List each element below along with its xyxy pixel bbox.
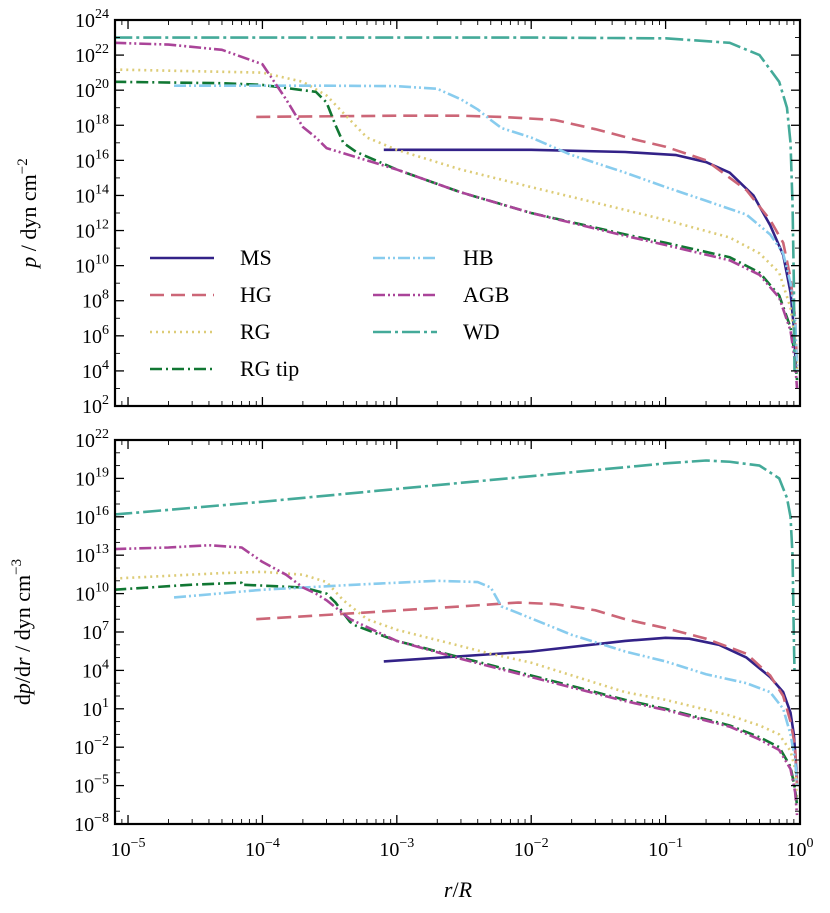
x-tick-label: 10−4 bbox=[245, 836, 280, 861]
plot-frame bbox=[113, 438, 802, 826]
legend-item: WD bbox=[373, 319, 500, 344]
series-rg-tip bbox=[115, 581, 799, 806]
legend-label: RG bbox=[240, 319, 271, 344]
legend-label: AGB bbox=[463, 282, 509, 307]
x-axis-label: r/R bbox=[444, 877, 473, 902]
y-axis-label: dp/dr / dyn cm−3 bbox=[9, 559, 35, 705]
legend-item: RG tip bbox=[150, 356, 299, 381]
y-tick-label: 1016 bbox=[75, 147, 109, 172]
x-tick-label: 10−2 bbox=[514, 836, 549, 861]
y-tick-label: 1010 bbox=[75, 581, 109, 606]
series-lines bbox=[115, 459, 799, 816]
series-agb bbox=[115, 543, 799, 816]
y-tick-label: 1012 bbox=[75, 218, 109, 243]
series-ms bbox=[383, 636, 799, 786]
y-tick-label: 1010 bbox=[75, 253, 109, 278]
series-hb bbox=[173, 579, 799, 786]
y-axis-label: p / dyn cm−2 bbox=[15, 158, 41, 269]
x-tick-label: 10−3 bbox=[379, 836, 414, 861]
series-hg bbox=[256, 114, 799, 366]
x-tick-label: 100 bbox=[787, 836, 814, 861]
legend-item: MS bbox=[150, 245, 272, 270]
y-tick-label: 104 bbox=[82, 657, 109, 682]
y-tick-label: 104 bbox=[82, 358, 109, 383]
y-tick-label: 10−8 bbox=[74, 811, 109, 836]
y-tick-label: 1024 bbox=[75, 7, 109, 32]
series-ms bbox=[383, 148, 798, 366]
y-tick-label: 101 bbox=[82, 696, 109, 721]
y-tick-label: 1020 bbox=[75, 77, 109, 102]
y-tick-label: 1014 bbox=[75, 182, 109, 207]
y-tick-label: 1019 bbox=[75, 465, 109, 490]
series-rg-tip bbox=[115, 80, 799, 381]
y-tick-label: 1018 bbox=[75, 112, 109, 137]
legend-label: HG bbox=[240, 282, 272, 307]
series-hg bbox=[256, 601, 799, 786]
legend: MS HG RG RG tip HB AGB WD bbox=[150, 245, 509, 381]
y-tick-label: 1022 bbox=[75, 42, 109, 67]
y-tick-label: 1016 bbox=[75, 504, 109, 529]
legend-label: HB bbox=[463, 245, 494, 270]
tick-marks bbox=[114, 439, 801, 825]
series-wd bbox=[115, 459, 796, 671]
y-tick-label: 106 bbox=[82, 323, 109, 348]
legend-item: AGB bbox=[373, 282, 509, 307]
series-lines bbox=[115, 36, 799, 389]
x-tick-label: 10−5 bbox=[111, 836, 146, 861]
legend-label: RG tip bbox=[240, 356, 299, 381]
legend-item: RG bbox=[150, 319, 271, 344]
legend-item: HB bbox=[373, 245, 494, 270]
y-tick-label: 10−2 bbox=[74, 734, 109, 759]
y-tick-label: 1022 bbox=[75, 427, 109, 452]
plot-frame bbox=[113, 18, 802, 408]
pressure-panel: 102 104 106 108 1010 1012 1014 1016 1018 1020 1022… bbox=[15, 7, 802, 418]
y-tick-label: 1013 bbox=[75, 542, 109, 567]
y-tick-label: 102 bbox=[82, 393, 109, 418]
y-tick-label: 107 bbox=[82, 619, 109, 644]
series-hb bbox=[174, 84, 799, 371]
series-wd bbox=[115, 36, 796, 371]
tick-marks bbox=[114, 19, 801, 407]
legend-item: HG bbox=[150, 282, 272, 307]
legend-label: MS bbox=[240, 245, 272, 270]
y-tick-label: 10−5 bbox=[74, 773, 109, 798]
x-tick-label: 10−1 bbox=[648, 836, 683, 861]
y-tick-label: 108 bbox=[82, 288, 109, 313]
legend-label: WD bbox=[463, 319, 500, 344]
series-agb bbox=[115, 41, 799, 389]
pressure-gradient-panel: 10−810−510−21011041071010101310161019102… bbox=[9, 427, 814, 902]
